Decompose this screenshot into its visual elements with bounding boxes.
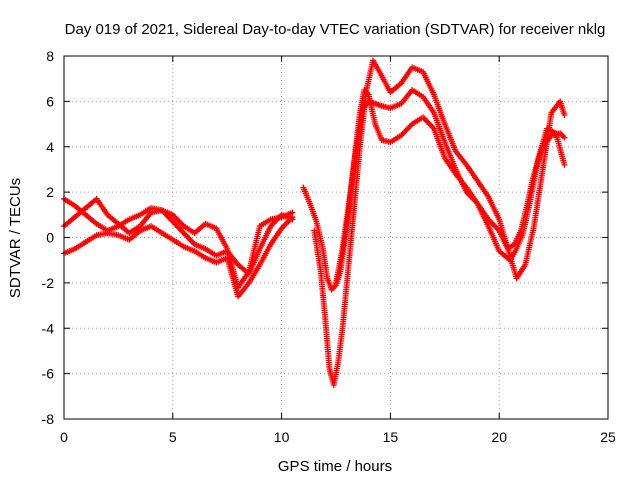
y-tick-label: -4	[42, 320, 55, 336]
data-point	[561, 111, 568, 118]
tick-marks	[63, 55, 609, 420]
x-tick-label: 10	[274, 429, 290, 445]
y-tick-label: 4	[46, 139, 54, 155]
y-axis-label: SDTVAR / TECUs	[7, 178, 24, 298]
data-point	[289, 214, 296, 221]
x-tick-labels: 0 5 10 15 20 25	[60, 429, 616, 445]
x-axis-label: GPS time / hours	[278, 458, 392, 475]
y-tick-label: 2	[46, 184, 54, 200]
y-tick-labels: -8 -6 -4 -2 0 2 4 6 8	[42, 48, 55, 427]
y-tick-label: 6	[46, 93, 54, 109]
x-tick-label: 25	[600, 429, 616, 445]
data-point	[561, 161, 568, 168]
series-6	[333, 87, 568, 286]
y-tick-label: -6	[42, 366, 55, 382]
y-tick-label: 0	[46, 230, 54, 246]
x-tick-label: 5	[169, 429, 177, 445]
series-5	[311, 57, 568, 388]
y-tick-label: 8	[46, 48, 54, 64]
x-tick-label: 20	[491, 429, 507, 445]
chart-title: Day 019 of 2021, Sidereal Day-to-day VTE…	[65, 21, 606, 38]
y-tick-label: -8	[42, 411, 55, 427]
x-tick-label: 0	[60, 429, 68, 445]
y-tick-label: -2	[42, 275, 55, 291]
series-3	[61, 214, 296, 300]
x-tick-label: 15	[383, 429, 399, 445]
data-points	[61, 57, 568, 388]
data-point	[561, 134, 568, 141]
